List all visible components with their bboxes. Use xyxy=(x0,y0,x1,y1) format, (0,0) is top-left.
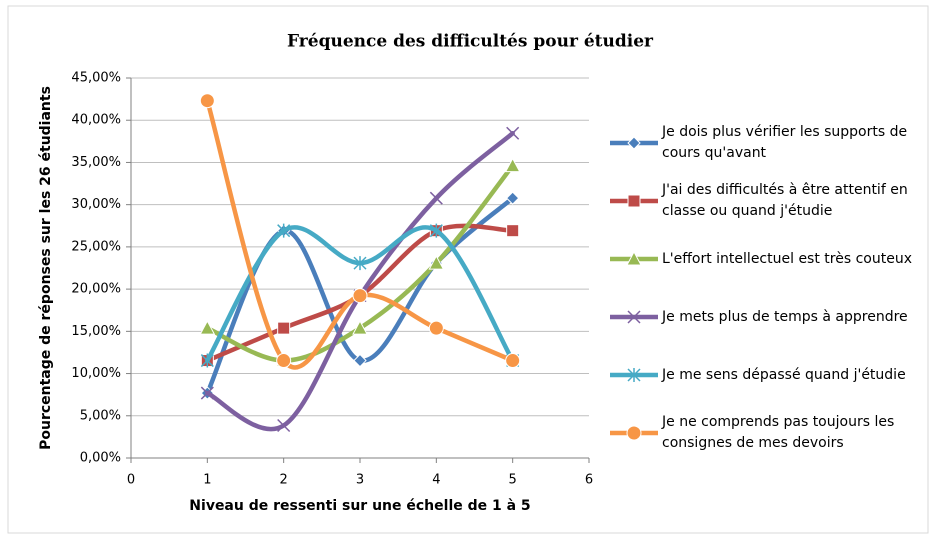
y-tick-label: 45,00% xyxy=(71,71,121,86)
x-tick-label: 6 xyxy=(585,473,593,488)
marker xyxy=(429,223,443,238)
marker xyxy=(505,191,520,205)
marker xyxy=(277,223,291,238)
legend-item: L'effort intellectuel est très couteux xyxy=(608,230,928,288)
legend: Je dois plus vérifier les supports de co… xyxy=(608,114,928,462)
marker xyxy=(199,320,216,335)
legend-label: Je mets plus de temps à apprendre xyxy=(662,308,908,325)
marker xyxy=(627,310,641,324)
marker xyxy=(200,386,214,400)
legend-icon xyxy=(610,368,658,382)
marker xyxy=(626,425,642,441)
legend-icon xyxy=(610,310,658,324)
marker xyxy=(429,191,443,205)
marker xyxy=(627,368,641,382)
marker xyxy=(352,288,368,304)
y-tick-label: 15,00% xyxy=(71,324,121,339)
x-tick-label: 5 xyxy=(509,473,517,488)
legend-label: Je ne comprends pas toujours les consign… xyxy=(662,414,895,451)
marker xyxy=(352,320,368,335)
x-tick-label: 0 xyxy=(127,473,135,488)
x-axis-title: Niveau de ressenti sur une échelle de 1 … xyxy=(189,498,530,514)
marker xyxy=(200,353,214,368)
marker xyxy=(627,136,641,150)
legend-label: Je me sens dépassé quand j'étudie xyxy=(662,366,906,383)
marker xyxy=(627,194,641,208)
x-tick-label: 1 xyxy=(203,473,211,488)
y-tick-label: 20,00% xyxy=(71,282,121,297)
marker xyxy=(277,418,291,433)
marker xyxy=(505,353,521,369)
y-tick-label: 25,00% xyxy=(71,239,121,254)
y-tick-label: 30,00% xyxy=(71,197,121,212)
legend-icon xyxy=(610,250,658,266)
legend-item: Je me sens dépassé quand j'étudie xyxy=(608,346,928,404)
chart-title: Fréquence des difficultés pour étudier xyxy=(287,32,654,52)
legend-label: L'effort intellectuel est très couteux xyxy=(662,250,912,267)
y-tick-label: 0,00% xyxy=(80,451,121,466)
marker xyxy=(506,224,520,238)
legend-item: J'ai des difficultés à être attentif en … xyxy=(608,172,928,230)
legend-icon xyxy=(610,136,658,150)
y-tick-label: 10,00% xyxy=(71,366,121,381)
legend-item: Je ne comprends pas toujours les consign… xyxy=(608,404,928,462)
y-tick-label: 35,00% xyxy=(71,155,121,170)
x-tick-label: 3 xyxy=(356,473,364,488)
x-tick-label: 2 xyxy=(280,473,288,488)
y-tick-label: 40,00% xyxy=(71,113,121,128)
series-line xyxy=(205,98,515,370)
marker xyxy=(199,93,215,109)
marker xyxy=(277,321,291,335)
marker xyxy=(626,250,642,266)
y-tick-label: 5,00% xyxy=(80,408,121,423)
x-tick-label: 4 xyxy=(432,473,440,488)
marker xyxy=(428,320,444,336)
legend-icon xyxy=(610,194,658,208)
legend-icon xyxy=(610,425,658,441)
y-axis-title: Pourcentage de réponses sur les 26 étudi… xyxy=(38,86,54,450)
legend-label: Je dois plus vérifier les supports de co… xyxy=(662,124,908,161)
marker xyxy=(353,256,367,271)
marker xyxy=(353,353,367,368)
marker xyxy=(506,126,520,140)
legend-item: Je dois plus vérifier les supports de co… xyxy=(608,114,928,172)
legend-label: J'ai des difficultés à être attentif en … xyxy=(662,182,908,219)
marker xyxy=(428,255,445,270)
marker xyxy=(276,353,292,369)
legend-item: Je mets plus de temps à apprendre xyxy=(608,288,928,346)
marker xyxy=(504,157,521,173)
series-line xyxy=(205,163,515,363)
